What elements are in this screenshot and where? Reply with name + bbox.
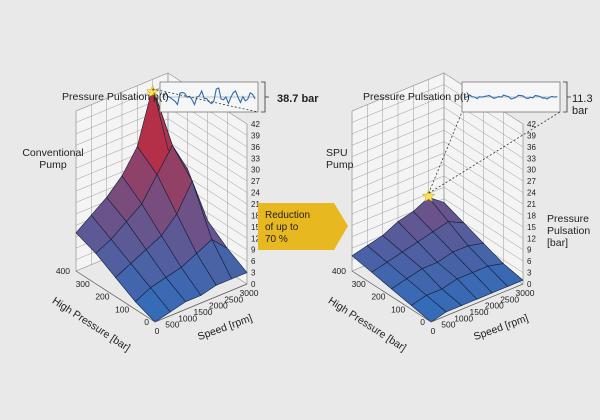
x-tick-label: 2500 [500, 294, 519, 304]
y-tick-label: 400 [56, 266, 70, 276]
left-chart-title: Conventional Pump [22, 147, 84, 171]
z-tick-label: 3 [527, 269, 532, 278]
z-tick-label: 33 [527, 154, 536, 163]
base [351, 270, 524, 323]
y-tick-label: 100 [115, 304, 129, 314]
z-tick-label: 24 [251, 189, 260, 198]
z-tick-label: 18 [251, 211, 260, 220]
x-tick-label: 0 [431, 326, 436, 336]
base [75, 270, 248, 323]
tick-labels: 0500100015002000250030000100200300400036… [332, 120, 537, 336]
y-tick-label: 100 [391, 304, 405, 314]
z-tick-label: 3 [251, 269, 256, 278]
pulsation-bracket [261, 81, 266, 113]
conventional-pump-chart: 0500100015002000250030000100200300400036… [50, 72, 269, 354]
x-tick-label: 500 [165, 320, 179, 330]
leader-line [152, 88, 259, 113]
z-tick-label: 9 [527, 246, 532, 255]
right-pulsation-label: Pressure Pulsation p(t) [363, 91, 470, 103]
y-tick-label: 200 [371, 292, 385, 302]
x-tick-label: 1000 [454, 313, 473, 323]
x-tick-label: 2000 [209, 301, 228, 311]
x-tick-label: 1500 [194, 307, 213, 317]
left-pulsation-value: 38.7 bar [277, 93, 319, 105]
surface-cell [487, 263, 524, 287]
pulsation-bracket [563, 81, 568, 113]
y-tick-label: 300 [352, 279, 366, 289]
spu-pump-chart: 0500100015002000250030000100200300400036… [326, 72, 571, 354]
x-tick-label: 0 [155, 326, 160, 336]
y-axis-line [351, 270, 432, 323]
z-tick-label: 6 [527, 257, 532, 266]
z-tick-label: 0 [527, 280, 532, 289]
x-tick-label: 2500 [224, 294, 243, 304]
x-tick-label: 3000 [240, 288, 259, 298]
leader-line [428, 111, 561, 194]
pulsation-waveform [464, 94, 558, 100]
left-pulsation-label: Pressure Pulsation p(t) [62, 91, 169, 103]
y-tick-label: 400 [332, 266, 346, 276]
y-tick-label: 200 [95, 292, 109, 302]
reduction-arrow-icon [258, 203, 348, 250]
z-tick-label: 6 [251, 257, 256, 266]
z-tick-label: 30 [527, 166, 536, 175]
right-chart-title: SPU Pump [326, 147, 354, 171]
surface [75, 85, 248, 323]
z-tick-label: 30 [251, 166, 260, 175]
leader-line [152, 88, 161, 113]
x-tick-label: 1500 [470, 307, 489, 317]
reduction-arrow-text: Reduction of up to 70 % [265, 210, 311, 245]
x-axis-line [154, 283, 248, 323]
z-tick-label: 12 [251, 234, 260, 243]
z-tick-label: 0 [251, 280, 256, 289]
z-tick-label: 12 [527, 234, 536, 243]
x-tick-label: 1000 [178, 313, 197, 323]
surface-cell [211, 238, 248, 280]
z-tick-label: 21 [527, 200, 536, 209]
y-tick-label: 0 [144, 317, 149, 327]
z-tick-label: 15 [251, 223, 260, 232]
z-tick-label: 27 [251, 177, 260, 186]
right-z-axis-label: Pressure Pulsation [bar] [547, 213, 591, 249]
x-tick-label: 3000 [516, 288, 535, 298]
right-pulsation-value: 11.3 bar [572, 93, 593, 117]
y-tick-label: 300 [76, 279, 90, 289]
z-tick-label: 39 [251, 131, 260, 140]
y-tick-label: 0 [420, 317, 425, 327]
z-tick-label: 18 [527, 211, 536, 220]
z-tick-label: 33 [251, 154, 260, 163]
z-tick-label: 42 [527, 120, 536, 129]
z-tick-label: 9 [251, 246, 256, 255]
z-tick-label: 36 [527, 143, 536, 152]
x-tick-label: 2000 [485, 301, 504, 311]
y-axis-line [75, 270, 156, 323]
z-tick-label: 42 [251, 120, 260, 129]
z-tick-label: 15 [527, 223, 536, 232]
leader-line [428, 111, 463, 194]
peak-star-icon [421, 189, 436, 202]
x-axis-line [430, 283, 524, 323]
z-tick-label: 27 [527, 177, 536, 186]
z-tick-label: 36 [251, 143, 260, 152]
tick-labels: 0500100015002000250030000100200300400036… [56, 120, 261, 336]
x-tick-label: 500 [441, 320, 455, 330]
z-tick-label: 21 [251, 200, 260, 209]
z-tick-label: 39 [527, 131, 536, 140]
z-tick-label: 24 [527, 189, 536, 198]
surface [351, 196, 524, 323]
